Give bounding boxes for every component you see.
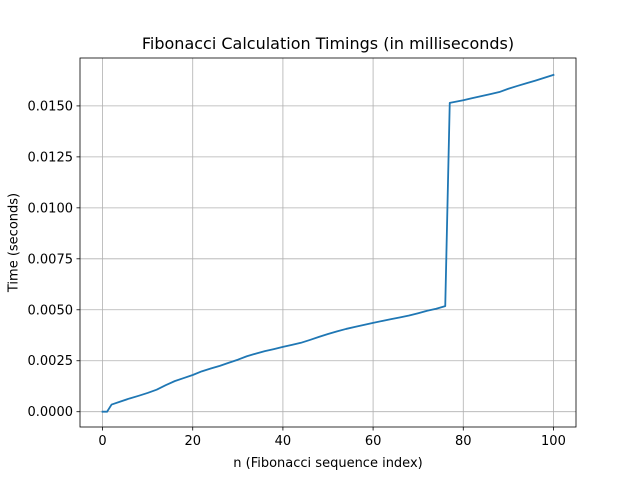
x-tick-label: 0 (98, 434, 106, 449)
x-tick-label: 20 (184, 434, 201, 449)
y-tick-label: 0.0075 (28, 252, 74, 267)
axes-frame (79, 57, 577, 428)
x-tick-label: 100 (541, 434, 566, 449)
y-tick-label: 0.0050 (28, 303, 74, 318)
x-axis-label: n (Fibonacci sequence index) (233, 456, 422, 471)
y-tick-label: 0.0025 (28, 354, 74, 369)
x-ticks: 0 20 40 60 80 100 (98, 427, 566, 449)
x-tick-label: 60 (365, 434, 382, 449)
chart-title: Fibonacci Calculation Timings (in millis… (142, 34, 514, 53)
y-axis-label: Time (seconds) (7, 193, 22, 293)
series-layer (101, 73, 555, 413)
series-line-timing (101, 73, 555, 413)
y-ticks: 0.0000 0.0025 0.0050 0.0075 0.0100 0.0125 0.01… (28, 99, 80, 420)
y-tick-label: 0.0125 (28, 150, 74, 165)
grid (80, 58, 576, 427)
y-tick-label: 0.0150 (28, 99, 74, 114)
y-tick-label: 0.0000 (28, 405, 74, 420)
x-tick-label: 40 (275, 434, 292, 449)
x-tick-label: 80 (455, 434, 472, 449)
y-tick-label: 0.0100 (28, 201, 74, 216)
